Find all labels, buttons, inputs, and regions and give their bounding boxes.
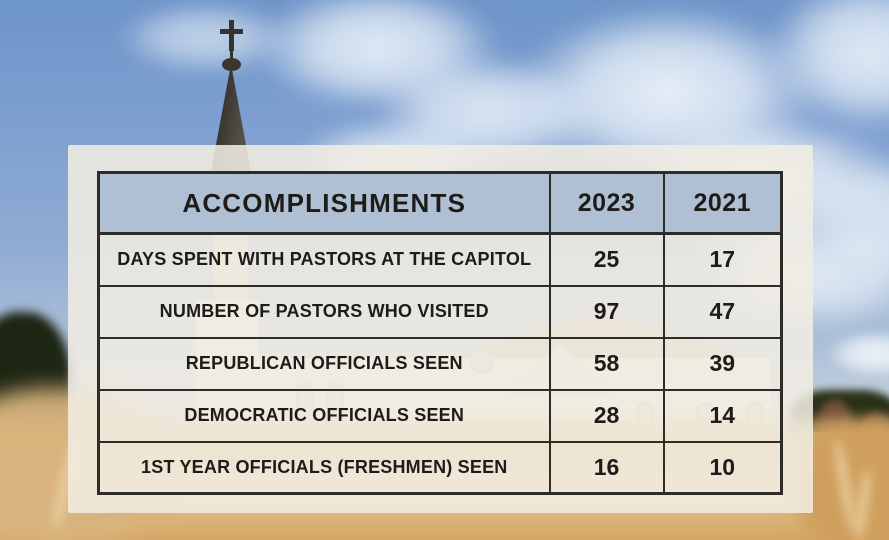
stats-table: ACCOMPLISHMENTS 2023 2021 DAYS SPENT WIT…	[97, 171, 783, 495]
cross-icon	[229, 20, 234, 51]
row-label: REPUBLICAN OFFICIALS SEEN	[97, 336, 551, 391]
value-2021: 39	[662, 336, 783, 391]
value-2023: 16	[548, 440, 665, 495]
value-2021: 14	[662, 388, 783, 443]
table-header-row: ACCOMPLISHMENTS 2023 2021	[97, 171, 783, 235]
row-label: DAYS SPENT WITH PASTORS AT THE CAPITOL	[97, 232, 551, 287]
table-row: DAYS SPENT WITH PASTORS AT THE CAPITOL 2…	[97, 232, 783, 287]
table-header-2023: 2023	[548, 171, 665, 235]
row-label: DEMOCRATIC OFFICIALS SEEN	[97, 388, 551, 443]
cross-icon	[220, 29, 243, 34]
table-row: DEMOCRATIC OFFICIALS SEEN 28 14	[97, 388, 783, 443]
table-row: REPUBLICAN OFFICIALS SEEN 58 39	[97, 336, 783, 391]
value-2023: 58	[548, 336, 665, 391]
value-2021: 17	[662, 232, 783, 287]
value-2023: 25	[548, 232, 665, 287]
value-2021: 47	[662, 284, 783, 339]
steeple-finial	[230, 50, 233, 62]
value-2023: 97	[548, 284, 665, 339]
table-row: NUMBER OF PASTORS WHO VISITED 97 47	[97, 284, 783, 339]
value-2021: 10	[662, 440, 783, 495]
table-header-accomplishments: ACCOMPLISHMENTS	[97, 171, 551, 235]
table-row: 1ST YEAR OFFICIALS (FRESHMEN) SEEN 16 10	[97, 440, 783, 495]
row-label: NUMBER OF PASTORS WHO VISITED	[97, 284, 551, 339]
table-header-2021: 2021	[662, 171, 783, 235]
row-label: 1ST YEAR OFFICIALS (FRESHMEN) SEEN	[97, 440, 551, 495]
steeple-knob	[222, 58, 241, 71]
value-2023: 28	[548, 388, 665, 443]
